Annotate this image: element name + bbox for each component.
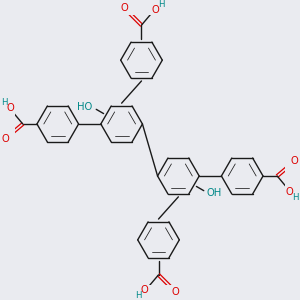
Text: O: O [290,156,298,166]
Text: O: O [7,103,14,113]
Text: H: H [135,291,142,300]
Text: HO: HO [77,102,93,112]
Text: H: H [158,0,165,9]
Text: OH: OH [207,188,222,198]
Text: H: H [2,98,8,107]
Text: O: O [121,3,128,13]
Text: O: O [172,287,179,297]
Text: O: O [2,134,10,144]
Text: H: H [292,193,298,202]
Text: O: O [286,187,293,197]
Text: O: O [141,285,149,295]
Text: O: O [151,5,159,15]
